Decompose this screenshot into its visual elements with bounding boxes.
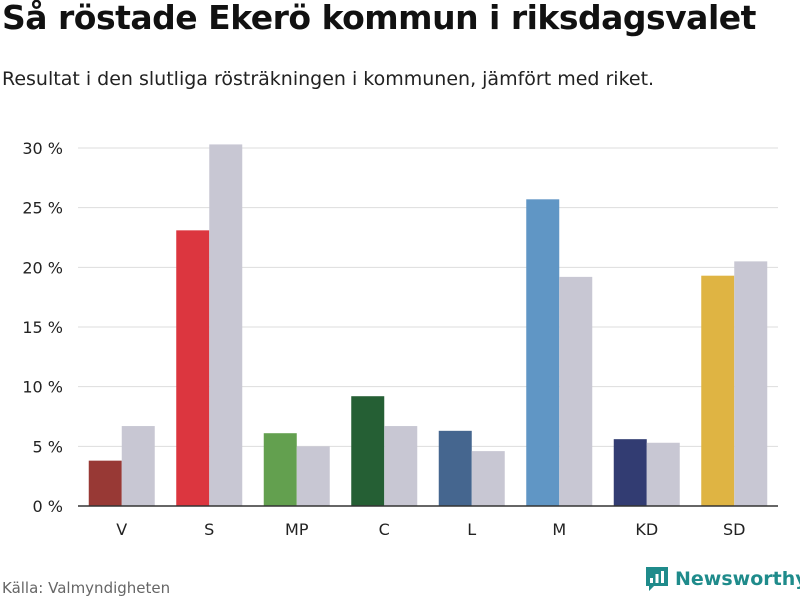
y-tick-label: 10 % xyxy=(22,378,63,397)
x-tick-label: L xyxy=(467,520,476,539)
bar-riket-kd xyxy=(646,442,680,506)
brand-name: Newsworthy xyxy=(675,568,800,590)
y-tick-label: 5 % xyxy=(33,437,63,456)
y-tick-label: 20 % xyxy=(22,258,63,277)
chart-title: Så röstade Ekerö kommun i riksdagsvalet xyxy=(2,0,756,37)
y-tick-label: 30 % xyxy=(22,139,63,158)
source-note: Källa: Valmyndigheten xyxy=(2,579,171,597)
bar-kommun-m xyxy=(526,199,560,506)
bar-riket-l xyxy=(471,451,505,506)
bar-riket-s xyxy=(209,144,243,507)
bar-riket-v xyxy=(121,426,155,506)
x-tick-label: S xyxy=(204,520,214,539)
x-tick-label: C xyxy=(379,520,390,539)
bar-kommun-mp xyxy=(263,433,297,506)
brand-logo: Newsworthy xyxy=(645,566,800,592)
bar-riket-sd xyxy=(734,261,768,506)
bar-riket-m xyxy=(559,276,593,506)
bar-kommun-s xyxy=(176,230,210,506)
bar-riket-mp xyxy=(296,446,330,506)
x-tick-label: KD xyxy=(635,520,658,539)
bar-kommun-c xyxy=(351,396,385,506)
x-tick-label: V xyxy=(116,520,127,539)
chart-subtitle: Resultat i den slutliga rösträkningen i … xyxy=(2,68,655,90)
x-tick-label: SD xyxy=(723,520,745,539)
y-tick-label: 25 % xyxy=(22,199,63,218)
x-tick-label: MP xyxy=(285,520,309,539)
bar-riket-c xyxy=(384,426,418,506)
bar-kommun-sd xyxy=(701,275,735,506)
y-tick-label: 0 % xyxy=(33,497,63,516)
bar-kommun-kd xyxy=(613,439,647,506)
bar-kommun-l xyxy=(438,430,472,506)
newsworthy-logo-icon xyxy=(646,567,668,591)
bar-kommun-v xyxy=(88,460,122,506)
x-tick-label: M xyxy=(552,520,566,539)
y-tick-label: 15 % xyxy=(22,318,63,337)
